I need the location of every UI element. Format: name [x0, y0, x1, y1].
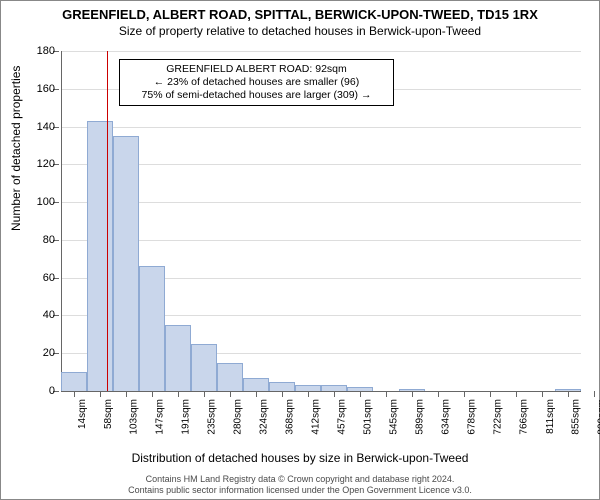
x-tick [256, 391, 257, 397]
histogram-bar [87, 121, 112, 391]
x-tick [100, 391, 101, 397]
y-tick-label: 20 [25, 347, 55, 359]
y-tick-label: 80 [25, 234, 55, 246]
histogram-bar [61, 372, 86, 391]
x-tick [308, 391, 309, 397]
histogram-bar [113, 136, 138, 391]
x-tick [178, 391, 179, 397]
y-axis-label: Number of detached properties [9, 66, 23, 231]
y-tick-label: 120 [25, 158, 55, 170]
chart-subtitle: Size of property relative to detached ho… [1, 22, 599, 38]
chart-area: 02040608010012014016018014sqm58sqm103sqm… [61, 51, 581, 411]
chart-container: GREENFIELD, ALBERT ROAD, SPITTAL, BERWIC… [0, 0, 600, 500]
attribution-line1: Contains HM Land Registry data © Crown c… [1, 474, 599, 484]
x-tick [516, 391, 517, 397]
y-tick-label: 40 [25, 309, 55, 321]
histogram-bar [243, 378, 268, 391]
x-tick [152, 391, 153, 397]
y-tick-label: 0 [25, 385, 55, 397]
histogram-bar [217, 363, 242, 391]
histogram-bar [165, 325, 190, 391]
histogram-bar [191, 344, 216, 391]
x-tick [334, 391, 335, 397]
y-axis-line [61, 51, 62, 391]
x-tick [230, 391, 231, 397]
x-tick [464, 391, 465, 397]
x-tick [438, 391, 439, 397]
chart-title: GREENFIELD, ALBERT ROAD, SPITTAL, BERWIC… [1, 1, 599, 22]
annotation-line1: GREENFIELD ALBERT ROAD: 92sqm [126, 63, 387, 76]
gridline-h [61, 240, 581, 241]
attribution-line2: Contains public sector information licen… [1, 485, 599, 495]
histogram-bar [269, 382, 294, 391]
x-tick [386, 391, 387, 397]
x-tick [282, 391, 283, 397]
gridline-h [61, 164, 581, 165]
x-tick [74, 391, 75, 397]
annotation-line3: 75% of semi-detached houses are larger (… [126, 89, 387, 102]
y-tick-label: 160 [25, 83, 55, 95]
y-tick-label: 60 [25, 272, 55, 284]
x-tick [542, 391, 543, 397]
x-tick [568, 391, 569, 397]
x-tick [594, 391, 595, 397]
reference-line [107, 51, 109, 391]
gridline-h [61, 127, 581, 128]
x-tick [360, 391, 361, 397]
gridline-h [61, 202, 581, 203]
x-tick [412, 391, 413, 397]
gridline-h [61, 51, 581, 52]
y-tick-label: 140 [25, 121, 55, 133]
y-tick-label: 180 [25, 45, 55, 57]
y-tick-label: 100 [25, 196, 55, 208]
x-tick [204, 391, 205, 397]
attribution: Contains HM Land Registry data © Crown c… [1, 474, 599, 495]
annotation-line2: ← 23% of detached houses are smaller (96… [126, 76, 387, 89]
x-axis-line [61, 391, 581, 392]
x-tick [490, 391, 491, 397]
annotation-box: GREENFIELD ALBERT ROAD: 92sqm← 23% of de… [119, 59, 394, 106]
histogram-bar [139, 266, 164, 391]
plot-region: 02040608010012014016018014sqm58sqm103sqm… [61, 51, 581, 391]
x-axis-label: Distribution of detached houses by size … [1, 451, 599, 465]
x-tick [126, 391, 127, 397]
